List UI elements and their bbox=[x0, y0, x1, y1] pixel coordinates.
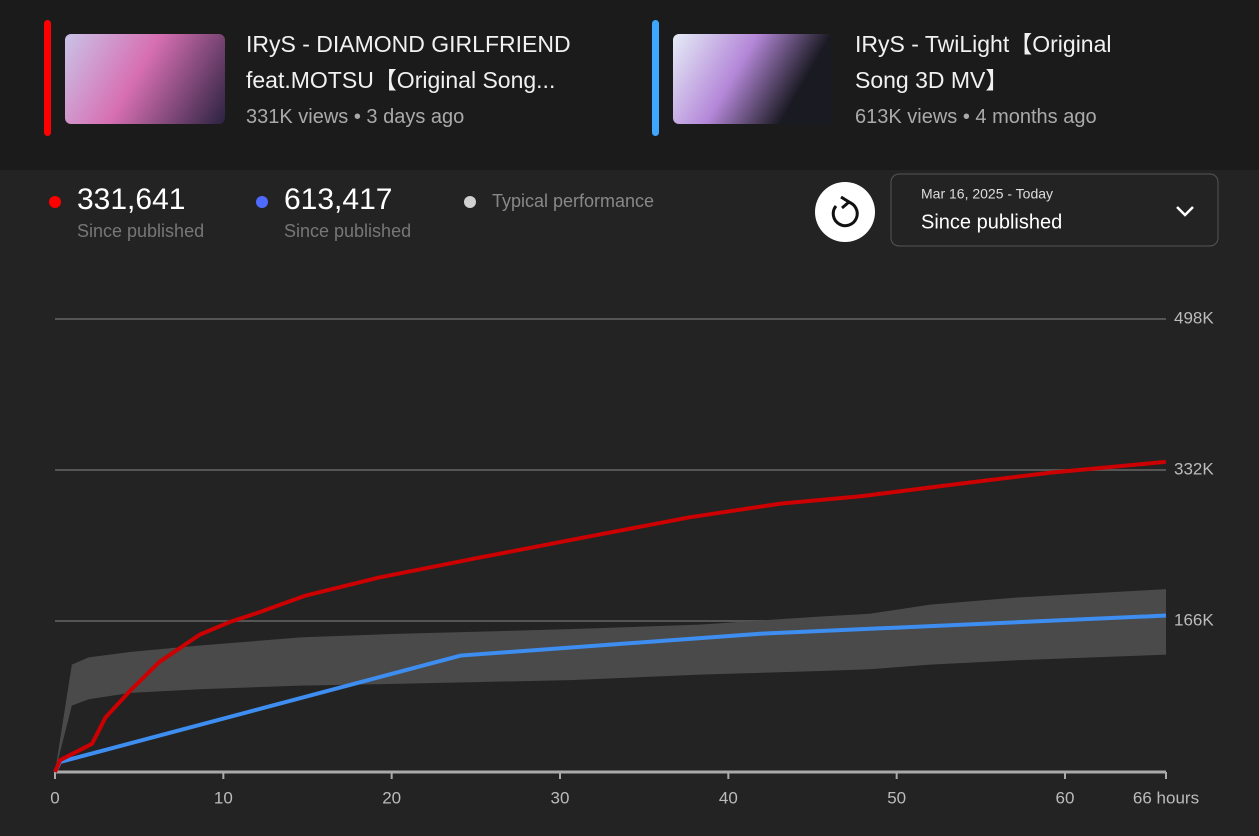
thumbnail[interactable] bbox=[65, 34, 225, 124]
legend-dot bbox=[49, 196, 61, 208]
x-tick-label: 20 bbox=[382, 788, 401, 807]
age: 3 days ago bbox=[366, 106, 465, 128]
x-tick-label: 0 bbox=[50, 788, 59, 807]
video-meta: 331K views • 3 days ago bbox=[246, 106, 465, 128]
x-tick-label: 60 bbox=[1056, 788, 1075, 807]
legend-dot bbox=[256, 196, 268, 208]
refresh-button[interactable] bbox=[815, 182, 875, 242]
legend-value: 331,641 bbox=[77, 183, 185, 216]
date-period: Mar 16, 2025 - Today bbox=[921, 186, 1053, 202]
y-tick-label: 166K bbox=[1174, 610, 1214, 629]
date-label: Since published bbox=[921, 211, 1062, 233]
accent-bar bbox=[652, 20, 659, 136]
date-dropdown[interactable] bbox=[890, 173, 1219, 247]
y-tick-label: 498K bbox=[1174, 308, 1214, 327]
video-title[interactable]: IRyS - TwiLight【Original Song 3D MV】 bbox=[855, 31, 1112, 93]
refresh-icon bbox=[840, 195, 852, 210]
x-tick-label: 40 bbox=[719, 788, 738, 807]
legend-caption: Since published bbox=[284, 221, 411, 241]
views: 331K views bbox=[246, 106, 349, 128]
views: 613K views bbox=[855, 106, 958, 128]
age: 4 months ago bbox=[975, 106, 1097, 128]
legend-dot bbox=[464, 196, 476, 208]
accent-bar bbox=[44, 20, 51, 136]
x-tick-label: 10 bbox=[214, 788, 233, 807]
legend-value: 613,417 bbox=[284, 183, 392, 216]
chevron bbox=[1176, 206, 1194, 217]
legend-label: Typical performance bbox=[492, 191, 654, 211]
legend-caption: Since published bbox=[77, 221, 204, 241]
header: IRyS - DIAMOND GIRLFRIEND feat.MOTSU【Ori… bbox=[0, 0, 1259, 170]
x-tick-label: 50 bbox=[887, 788, 906, 807]
series-line bbox=[53, 459, 1167, 773]
x-tick-label: 66 hours bbox=[1133, 788, 1199, 807]
x-tick-label: 30 bbox=[551, 788, 570, 807]
video-title[interactable]: IRyS - DIAMOND GIRLFRIEND feat.MOTSU【Ori… bbox=[246, 31, 571, 93]
refresh-icon bbox=[831, 200, 859, 228]
typical-band bbox=[55, 589, 1166, 772]
video-meta: 613K views • 4 months ago bbox=[855, 106, 1097, 128]
thumbnail[interactable] bbox=[673, 34, 833, 124]
y-tick-label: 332K bbox=[1174, 459, 1214, 478]
